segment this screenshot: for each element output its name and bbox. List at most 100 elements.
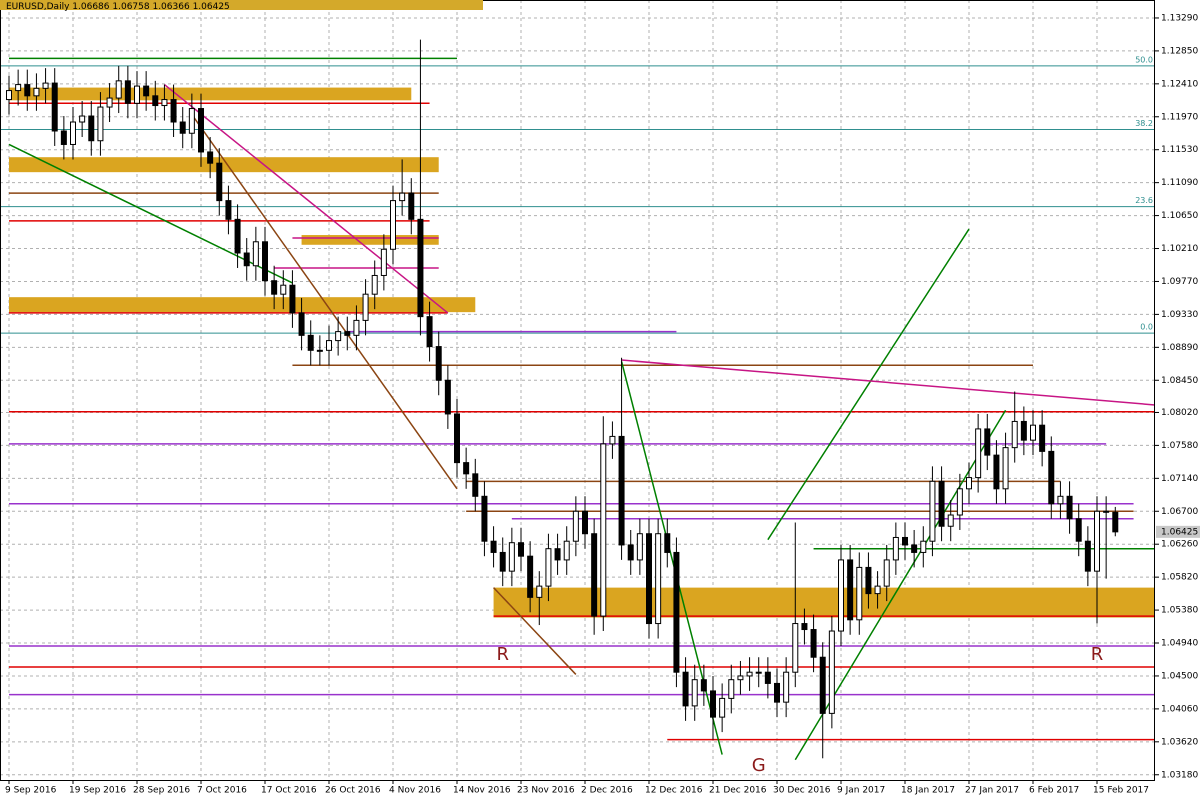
candle-body (1084, 540, 1091, 572)
annotation: R (1091, 644, 1104, 665)
candle-body (947, 514, 954, 527)
candle-body (600, 443, 607, 617)
candle-body (134, 85, 140, 104)
candle-body (179, 121, 186, 134)
x-tick-label: 15 Feb 2017 (1093, 786, 1149, 796)
candle-body (1048, 450, 1055, 505)
candle-body (298, 312, 305, 336)
candle-body (1020, 420, 1027, 441)
candle-body (508, 542, 515, 572)
y-tick-label: 1.05380 (1161, 606, 1198, 616)
candle-body (88, 115, 95, 142)
header-open: 1.06686 (72, 2, 109, 12)
y-tick-label: 1.04940 (1161, 639, 1198, 649)
candle-body (124, 80, 131, 104)
header-bar (0, 0, 483, 10)
candle-body (380, 248, 387, 276)
candle-body (737, 675, 744, 681)
x-tick-label: 30 Dec 2016 (773, 786, 831, 796)
candle-body (499, 551, 506, 572)
candle-body (591, 533, 598, 617)
candle-body (673, 551, 680, 673)
candle-body (883, 559, 890, 587)
candle-body (902, 536, 908, 546)
candle-body (70, 121, 76, 145)
candle-body (563, 540, 570, 561)
y-tick-label: 1.06260 (1161, 540, 1198, 550)
y-tick-label: 1.03180 (1161, 770, 1198, 780)
y-tick-label: 1.12410 (1161, 79, 1198, 89)
candle-body (417, 218, 424, 318)
candle-body (408, 192, 415, 220)
candle-body (984, 428, 991, 456)
candle-body (353, 319, 360, 336)
fib-label: 38.2 (1135, 119, 1153, 128)
candle-body (472, 473, 479, 497)
candle-body (444, 379, 451, 415)
candle-body (335, 331, 342, 342)
candle-body (15, 84, 22, 92)
header-close: 1.06425 (193, 2, 230, 12)
candle-body (1002, 447, 1009, 490)
candle-body (865, 566, 872, 595)
y-tick-label: 1.08450 (1161, 376, 1198, 386)
candle-body (609, 435, 616, 445)
candle-body (929, 480, 936, 542)
zone (9, 87, 412, 101)
y-tick-label: 1.09330 (1161, 310, 1198, 320)
candle-body (326, 340, 332, 351)
candle-body (801, 623, 808, 631)
candle-body (1103, 510, 1110, 513)
candle-body (627, 544, 634, 561)
candle-body (170, 99, 177, 123)
y-tick-label: 1.08890 (1161, 343, 1198, 353)
candle-body (920, 540, 927, 553)
candle-body (700, 679, 707, 692)
candle-body (1039, 424, 1046, 452)
header: EURUSD,Daily 1.06686 1.06758 1.06366 1.0… (6, 2, 230, 12)
candle-body (518, 542, 524, 557)
candle-body (728, 679, 735, 699)
candle-body (856, 566, 863, 621)
candle-body (966, 477, 972, 490)
candle-body (60, 130, 67, 145)
zone (9, 297, 476, 313)
zone (9, 157, 439, 173)
candle-body (106, 97, 113, 108)
y-tick-label: 1.13290 (1161, 13, 1198, 23)
fib-label: 23.6 (1135, 196, 1153, 205)
y-tick-label: 1.04500 (1161, 671, 1198, 681)
y-tick-label: 1.08020 (1161, 408, 1198, 418)
candle-body (435, 346, 442, 381)
candle-body (1057, 495, 1064, 505)
trend-line (621, 359, 1156, 406)
y-tick-label: 1.04060 (1161, 704, 1198, 714)
candle-body (426, 316, 433, 348)
candle-body (792, 623, 799, 673)
candle-body (646, 533, 652, 625)
candle-body (216, 162, 223, 202)
y-tick-label: 1.06700 (1161, 507, 1198, 517)
candle-body (710, 690, 716, 718)
candle-body (234, 218, 241, 254)
candle-body (874, 585, 881, 595)
candle-body (1112, 511, 1119, 533)
x-tick-label: 17 Oct 2016 (261, 786, 317, 796)
candle-body (1075, 518, 1082, 542)
candle-body (810, 629, 817, 658)
candle-body (975, 428, 982, 479)
price-tag (1156, 525, 1200, 538)
candle-body (1030, 424, 1036, 441)
x-tick-label: 18 Jan 2017 (901, 786, 955, 796)
y-tick-label: 1.10650 (1161, 211, 1198, 221)
trend-line (767, 228, 970, 541)
candle-body (188, 108, 195, 134)
x-tick-label: 7 Oct 2016 (197, 786, 247, 796)
candle-body (143, 85, 150, 97)
candle-body (371, 274, 378, 295)
candle-body (545, 548, 552, 587)
price-tag-label: 1.06425 (1161, 527, 1198, 537)
x-tick-label: 27 Jan 2017 (965, 786, 1019, 796)
